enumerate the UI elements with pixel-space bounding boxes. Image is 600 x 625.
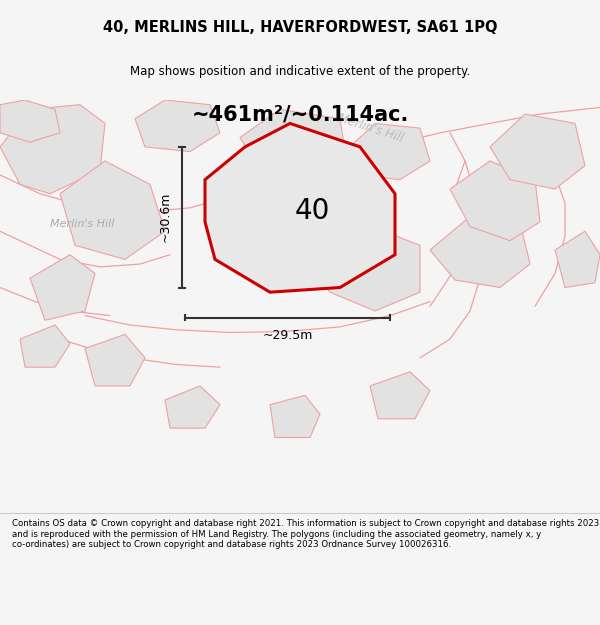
Polygon shape: [165, 386, 220, 428]
Text: 40: 40: [295, 197, 329, 224]
Polygon shape: [490, 114, 585, 189]
Text: 40, MERLINS HILL, HAVERFORDWEST, SA61 1PQ: 40, MERLINS HILL, HAVERFORDWEST, SA61 1P…: [103, 21, 497, 36]
Polygon shape: [30, 255, 95, 320]
Polygon shape: [450, 161, 540, 241]
Polygon shape: [60, 161, 165, 259]
Polygon shape: [270, 396, 320, 437]
Text: ~461m²/~0.114ac.: ~461m²/~0.114ac.: [191, 104, 409, 124]
Polygon shape: [370, 372, 430, 419]
Polygon shape: [350, 124, 430, 180]
Polygon shape: [0, 104, 105, 194]
Polygon shape: [555, 231, 600, 288]
Polygon shape: [20, 325, 70, 367]
Polygon shape: [135, 100, 220, 151]
Text: Merlin's Hill: Merlin's Hill: [335, 111, 404, 145]
Polygon shape: [430, 213, 530, 288]
Text: Contains OS data © Crown copyright and database right 2021. This information is : Contains OS data © Crown copyright and d…: [12, 519, 599, 549]
Text: ~29.5m: ~29.5m: [262, 329, 313, 342]
Polygon shape: [0, 100, 60, 142]
Polygon shape: [205, 124, 395, 292]
Text: Merlin's Hill: Merlin's Hill: [50, 219, 114, 229]
Polygon shape: [85, 334, 145, 386]
Polygon shape: [240, 109, 345, 170]
Text: Map shows position and indicative extent of the property.: Map shows position and indicative extent…: [130, 66, 470, 79]
Polygon shape: [310, 222, 420, 311]
Text: ~30.6m: ~30.6m: [159, 192, 172, 242]
